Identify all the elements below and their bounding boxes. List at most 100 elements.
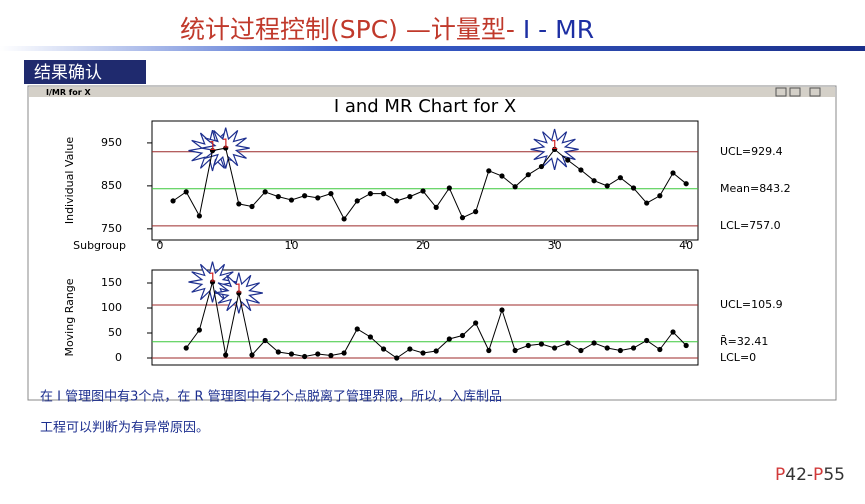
title-rule bbox=[0, 46, 865, 51]
y-tick-label: 750 bbox=[101, 222, 122, 235]
data-point bbox=[446, 185, 452, 191]
data-point bbox=[525, 172, 531, 178]
x-tick-label: 30 bbox=[548, 239, 562, 252]
x-tick-label: 20 bbox=[416, 239, 430, 252]
data-point bbox=[367, 334, 373, 340]
data-point bbox=[683, 342, 689, 349]
body-line: 在 I 管理图中有3个点，在 R 管理图中有2个点脱离了管理界限，所以，入库制品 bbox=[40, 389, 502, 405]
window bbox=[27, 85, 837, 401]
data-point bbox=[433, 204, 439, 210]
title-red: 统计过程控制(SPC) —计量型- bbox=[180, 15, 515, 44]
x-axis-label: Subgroup bbox=[73, 239, 126, 252]
data-point bbox=[354, 326, 360, 332]
data-point bbox=[275, 194, 281, 200]
data-point bbox=[196, 327, 202, 333]
data-point bbox=[630, 185, 637, 191]
plot-frame bbox=[151, 269, 699, 366]
data-point bbox=[223, 352, 229, 358]
data-point bbox=[459, 332, 466, 339]
data-point bbox=[420, 188, 426, 194]
flag-label: 1 bbox=[235, 282, 243, 296]
data-point bbox=[170, 198, 176, 204]
data-point bbox=[433, 348, 439, 354]
data-point bbox=[538, 341, 545, 347]
data-point bbox=[591, 340, 597, 346]
data-point bbox=[670, 170, 676, 176]
data-point bbox=[565, 340, 571, 346]
x-tick-label: 40 bbox=[679, 239, 693, 252]
data-point bbox=[380, 346, 387, 352]
data-point bbox=[367, 191, 373, 197]
x-tick-label: 10 bbox=[284, 239, 298, 252]
data-point bbox=[604, 183, 610, 189]
data-point bbox=[183, 189, 189, 195]
data-point bbox=[262, 189, 268, 195]
data-point bbox=[249, 352, 255, 358]
data-point bbox=[420, 350, 426, 356]
data-point bbox=[644, 200, 650, 206]
y-tick-label: 150 bbox=[101, 276, 122, 289]
reference-label: LCL=757.0 bbox=[720, 219, 781, 232]
data-point bbox=[288, 351, 295, 357]
section-box bbox=[24, 60, 146, 84]
data-point bbox=[512, 347, 518, 354]
data-point bbox=[354, 198, 360, 204]
y-tick-label: 100 bbox=[101, 301, 122, 314]
data-point bbox=[657, 193, 663, 199]
x-tick-label: 0 bbox=[156, 239, 163, 252]
body-line: 工程可以判断为有异常原因。 bbox=[40, 421, 209, 436]
data-point bbox=[446, 336, 452, 342]
reference-label: R̄=32.41 bbox=[720, 335, 768, 348]
data-point bbox=[591, 178, 597, 184]
data-point bbox=[604, 345, 610, 351]
data-point bbox=[394, 355, 400, 361]
data-point bbox=[209, 148, 216, 154]
data-point bbox=[341, 350, 347, 356]
data-point bbox=[617, 175, 623, 181]
data-point bbox=[630, 345, 637, 351]
data-point bbox=[578, 347, 584, 354]
data-point bbox=[578, 167, 584, 173]
data-point bbox=[328, 191, 334, 197]
data-point bbox=[486, 347, 492, 354]
title-blue: I - MR bbox=[515, 15, 594, 44]
flag-label: 1 bbox=[222, 137, 230, 151]
data-point bbox=[551, 146, 558, 152]
data-point bbox=[407, 194, 413, 200]
data-point bbox=[473, 320, 479, 326]
data-point bbox=[565, 157, 571, 163]
page-number: P42-P55 bbox=[775, 465, 845, 485]
data-point bbox=[657, 346, 663, 353]
page-n: 55 bbox=[823, 465, 845, 485]
data-point bbox=[223, 145, 229, 151]
y-tick-label: 950 bbox=[101, 136, 122, 149]
data-point bbox=[328, 352, 334, 359]
y-tick-label: 0 bbox=[115, 351, 122, 364]
data-point bbox=[512, 184, 518, 190]
plot-frame bbox=[151, 120, 699, 241]
data-point bbox=[315, 351, 321, 357]
flag-label: 1 bbox=[209, 139, 217, 153]
maximize-button[interactable] bbox=[789, 87, 801, 97]
data-point bbox=[525, 342, 531, 349]
data-point bbox=[315, 195, 321, 201]
data-point bbox=[183, 345, 189, 351]
data-point bbox=[288, 197, 295, 203]
data-point bbox=[644, 337, 650, 344]
data-point bbox=[499, 173, 505, 179]
reference-label: UCL=105.9 bbox=[720, 298, 783, 311]
data-point bbox=[683, 181, 689, 187]
minimize-button[interactable] bbox=[775, 87, 787, 97]
flag-label: 1 bbox=[551, 138, 559, 152]
data-point bbox=[394, 198, 400, 204]
data-point bbox=[302, 193, 308, 199]
close-button[interactable] bbox=[809, 87, 821, 97]
flag-label: 1 bbox=[209, 271, 217, 285]
data-point bbox=[209, 279, 216, 285]
page-n: 42- bbox=[785, 465, 813, 485]
data-point bbox=[473, 209, 479, 215]
data-point bbox=[341, 216, 347, 222]
data-point bbox=[407, 346, 413, 352]
data-point bbox=[275, 349, 281, 355]
